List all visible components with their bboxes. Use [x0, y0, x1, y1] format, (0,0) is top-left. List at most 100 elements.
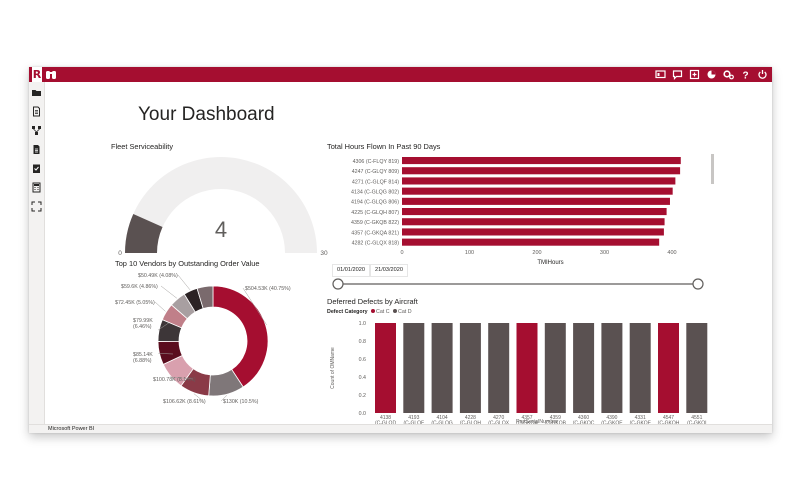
present-icon[interactable]: [655, 69, 666, 80]
donut-slice: [212, 285, 269, 388]
gauge-fill: [125, 213, 163, 253]
svg-text:?: ?: [742, 71, 748, 81]
defects-y-tick: 0.0: [359, 411, 366, 417]
report-window: R ? Your Dashboard Fleet Serviceability …: [29, 67, 772, 433]
defects-y-axis-label: Count of OMName: [330, 347, 336, 389]
top-bar: R ?: [29, 67, 772, 82]
hierarchy-icon[interactable]: [31, 125, 42, 136]
defects-y-tick: 0.4: [359, 375, 366, 381]
donut-leader-line: [158, 353, 174, 355]
hours-x-tick: 400: [667, 250, 676, 256]
hours-scrollbar: [711, 154, 714, 184]
defects-x-tick: 4547(C-GKQH828): [658, 415, 680, 424]
add-icon[interactable]: [689, 69, 700, 80]
hours-category-label: 4247 (C-GLQY 809): [352, 169, 400, 175]
defects-bar: [459, 323, 481, 413]
slicer-end-date[interactable]: 21/03/2020: [370, 264, 408, 277]
hours-bar: [402, 187, 673, 195]
calculator-icon[interactable]: [31, 182, 42, 193]
hours-x-axis-label: TMIHours: [537, 260, 563, 266]
defects-x-tick: 4228(C-GLQH808): [460, 415, 482, 424]
fullscreen-icon[interactable]: [31, 201, 42, 212]
slider-end-handle[interactable]: [692, 278, 704, 290]
donut-label: $130K (10.5%): [223, 399, 259, 405]
defects-chart-title: Deferred Defects by Aircraft: [327, 297, 418, 306]
defects-bar: [601, 323, 623, 413]
defects-legend-title: Defect Category: [327, 309, 368, 315]
defects-y-tick: 1.0: [359, 321, 366, 327]
hours-category-label: 4271 (C-GLQF 814): [352, 179, 399, 185]
status-text: Microsoft Power BI: [48, 426, 95, 432]
slicer-start-date[interactable]: 01/01/2020: [332, 264, 370, 277]
hours-x-tick: 200: [532, 250, 541, 256]
pie-icon[interactable]: [706, 69, 717, 80]
defects-x-tick: 4551(C-GKQI829): [687, 415, 706, 424]
defects-legend-entry: Cat C: [376, 309, 390, 315]
gauge-value: 4: [215, 217, 227, 242]
date-slider[interactable]: [330, 276, 710, 292]
donut-label: $106.62K (8.61%): [163, 399, 206, 405]
binoculars-icon[interactable]: [45, 69, 57, 80]
hours-category-label: 4225 (C-GLQH 807): [351, 210, 399, 216]
donut-leader-line: [220, 395, 228, 402]
checklist-icon[interactable]: [31, 163, 42, 174]
defects-bar: [516, 323, 538, 413]
hours-bar: [402, 167, 681, 175]
folder-icon[interactable]: [31, 87, 42, 98]
defects-bar: [658, 323, 679, 413]
hours-x-tick: 0: [400, 250, 403, 256]
defects-bar: [375, 323, 396, 413]
defects-x-tick: 4360(C-GKQC823): [573, 415, 595, 424]
donut-label: $504.53K (40.75%): [245, 286, 291, 292]
gauge-title: Fleet Serviceability: [111, 142, 174, 151]
defects-legend-marker: [371, 309, 375, 313]
page-title: Your Dashboard: [138, 104, 275, 125]
settings-icon[interactable]: [723, 69, 734, 80]
defects-bar: [403, 323, 425, 413]
hours-chart[interactable]: 4306 (C-FLQY 819) 4247 (C-GLQY 809) 4271 (…: [327, 154, 717, 266]
donut-label: $50.49K (4.08%): [138, 273, 178, 279]
donut-slice: [196, 285, 214, 309]
defects-x-axis-label: PartSerialNumber: [516, 419, 558, 424]
vendors-donut-chart[interactable]: $504.53K (40.75%) $130K (10.5%) $106.62K (…: [105, 272, 325, 422]
defects-bar: [488, 323, 510, 413]
hours-chart-title: Total Hours Flown In Past 90 Days: [327, 142, 441, 151]
hours-bar: [402, 177, 676, 185]
hours-bar: [402, 228, 664, 236]
slider-start-handle[interactable]: [332, 278, 344, 290]
donut-leader-line: [169, 376, 194, 380]
report-icon[interactable]: [31, 144, 42, 155]
donut-label: $72.45K (5.05%): [115, 300, 155, 306]
defects-chart[interactable]: Defect Category Cat C Cat D 1.0 0.8 0.6 0.4 0.2…: [325, 306, 715, 424]
hours-category-label: 4359 (C-GKQB 822): [351, 220, 399, 226]
defects-y-tick: 0.6: [359, 357, 366, 363]
defects-bar: [629, 323, 651, 413]
gauge-max-label: 30: [320, 250, 328, 257]
defects-x-tick: 4138(C-GLQD803): [375, 415, 397, 424]
hours-x-tick: 100: [465, 250, 474, 256]
status-bar: Microsoft Power BI: [29, 424, 772, 433]
defects-bar: [544, 323, 566, 413]
hours-category-label: 4282 (C-GLQX 818): [352, 241, 400, 247]
hours-bar: [402, 197, 670, 205]
gauge-min-label: 0: [118, 250, 122, 257]
app-logo: R: [32, 67, 42, 82]
defects-x-tick: 4193(C-GLQF805): [404, 415, 425, 424]
comment-icon[interactable]: [672, 69, 683, 80]
hours-bar: [402, 208, 667, 216]
vendors-chart-title: Top 10 Vendors by Outstanding Order Valu…: [115, 259, 260, 268]
defects-x-tick: 4331(C-GKQF826): [630, 415, 651, 424]
donut-label: $100.78K (8.14%): [153, 377, 196, 383]
donut-leader-line: [242, 287, 267, 326]
power-icon[interactable]: [757, 69, 768, 80]
hours-bar: [402, 157, 681, 165]
gauge-visual[interactable]: 4 0 30: [111, 152, 331, 260]
hours-category-label: 4357 (C-GKQA 821): [351, 230, 399, 236]
help-icon[interactable]: ?: [740, 69, 751, 81]
document-icon[interactable]: [31, 106, 42, 117]
donut-leader-line: [177, 274, 191, 291]
report-canvas: Your Dashboard Fleet Serviceability 4 0 …: [45, 82, 772, 424]
